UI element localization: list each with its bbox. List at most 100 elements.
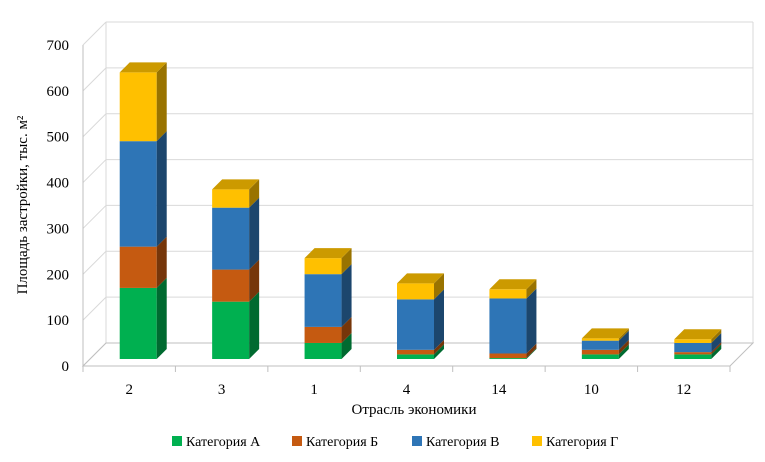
y-tick-label: 700 [47, 38, 70, 54]
bar-segment [304, 342, 342, 359]
bar-segment [119, 141, 157, 247]
bar-segment-side [341, 316, 352, 343]
y-tick-label: 0 [62, 359, 70, 375]
y-tick-label: 200 [47, 267, 70, 283]
bar-segment [674, 354, 712, 359]
bar-top [489, 279, 537, 290]
side-gridline [82, 67, 107, 92]
bar-segment [489, 289, 527, 299]
bar-segment-side [341, 332, 352, 359]
bar-segment [674, 342, 712, 353]
bar-segment [212, 189, 250, 208]
bar-segment-side [618, 344, 629, 359]
bar-segment-side [249, 291, 260, 359]
bar-segment-side [711, 342, 722, 355]
bar-segment-side [156, 236, 167, 288]
bar-segment-side [526, 348, 537, 359]
bar-segment-side [618, 339, 629, 355]
y-tick-label: 500 [47, 130, 70, 146]
bar-segment [397, 283, 434, 300]
legend-label: Категория Г [546, 435, 618, 450]
bar-segment [304, 326, 342, 343]
bar-segment-side [156, 131, 167, 247]
bar-segment-side [156, 62, 167, 142]
bar-segment [581, 338, 619, 341]
bar-segment-side [434, 344, 444, 359]
bar-segment [119, 72, 157, 142]
bar-segment [212, 301, 250, 359]
bar-segment-side [526, 343, 537, 359]
y-tick-label: 600 [47, 84, 70, 100]
side-gridline [82, 296, 107, 321]
x-tick-label: 10 [584, 382, 599, 398]
bar-segment-side [156, 277, 167, 359]
bar-top [119, 62, 167, 73]
x-tick-label: 1 [310, 382, 318, 398]
axes [81, 45, 755, 372]
side-gridline [82, 21, 107, 46]
bar-segment [119, 287, 157, 359]
bar-segment [674, 339, 712, 343]
bar-stack [304, 248, 352, 359]
bar-stack [397, 273, 444, 359]
legend-label: Категория А [186, 435, 261, 450]
y-tick-label: 300 [47, 221, 70, 237]
bar-segment-side [618, 330, 629, 350]
x-axis-title: Отрасль экономики [351, 402, 476, 418]
x-tick-label: 12 [676, 382, 691, 398]
bar-segment-side [249, 179, 260, 208]
legend-swatch [292, 436, 302, 446]
bar-segment-side [526, 288, 537, 354]
bar-segment-side [711, 344, 722, 359]
bar-stack [212, 179, 260, 359]
bar-segment-side [434, 273, 444, 300]
bar-top [212, 179, 260, 190]
bar-segment [304, 274, 342, 327]
bar-segment [119, 246, 157, 288]
bar-segment [397, 349, 434, 355]
bar-segment [674, 352, 712, 355]
side-gridline [82, 113, 107, 138]
x-tick-label: 14 [491, 382, 507, 398]
bar-stack [489, 279, 537, 359]
bar-segment [489, 353, 527, 359]
bar-stack [119, 62, 167, 359]
bar-top [397, 273, 444, 284]
bar-top [304, 248, 352, 259]
bar-stack [674, 329, 722, 359]
legend-swatch [532, 436, 542, 446]
legend-swatch [412, 436, 422, 446]
y-tick-label: 100 [47, 313, 70, 329]
x-tick-label: 2 [125, 382, 133, 398]
legend-label: Категория Б [306, 435, 378, 450]
side-gridline [82, 159, 107, 183]
legend-swatch [172, 436, 182, 446]
bar-segment [581, 354, 619, 359]
legend: Категория А Категория Б Категория В Категор… [172, 435, 618, 450]
bars [119, 62, 722, 359]
x-tick-labels: 2 3 1 4 14 10 12 [125, 382, 691, 398]
bar-stack [581, 328, 629, 359]
x-tick-label: 4 [403, 382, 411, 398]
bar-segment-side [526, 279, 537, 299]
bar-segment-side [434, 339, 444, 355]
side-gridline [82, 205, 107, 229]
bar-segment-side [341, 248, 352, 275]
bar-segment [304, 258, 342, 275]
bar-segment-side [341, 264, 352, 327]
bar-segment [397, 354, 434, 359]
y-axis-title: Площадь застройки, тыс. м² [15, 115, 31, 294]
bar-segment [397, 299, 434, 350]
bar-segment-side [249, 197, 260, 270]
bar-segment-side [249, 259, 260, 302]
bar-top [581, 328, 629, 339]
bar-segment [581, 340, 619, 350]
bar-segment-side [711, 332, 722, 353]
side-gridline [82, 250, 107, 275]
x-tick-label: 3 [218, 382, 226, 398]
legend-label: Категория В [426, 435, 500, 450]
y-tick-label: 400 [47, 176, 70, 192]
bar-segment [212, 207, 250, 270]
bar-segment-side [434, 289, 444, 350]
